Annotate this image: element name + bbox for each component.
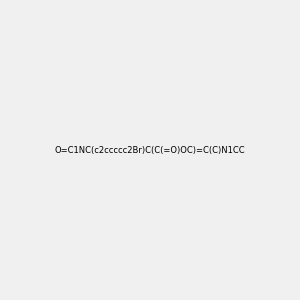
Text: O=C1NC(c2ccccc2Br)C(C(=O)OC)=C(C)N1CC: O=C1NC(c2ccccc2Br)C(C(=O)OC)=C(C)N1CC	[55, 146, 245, 154]
